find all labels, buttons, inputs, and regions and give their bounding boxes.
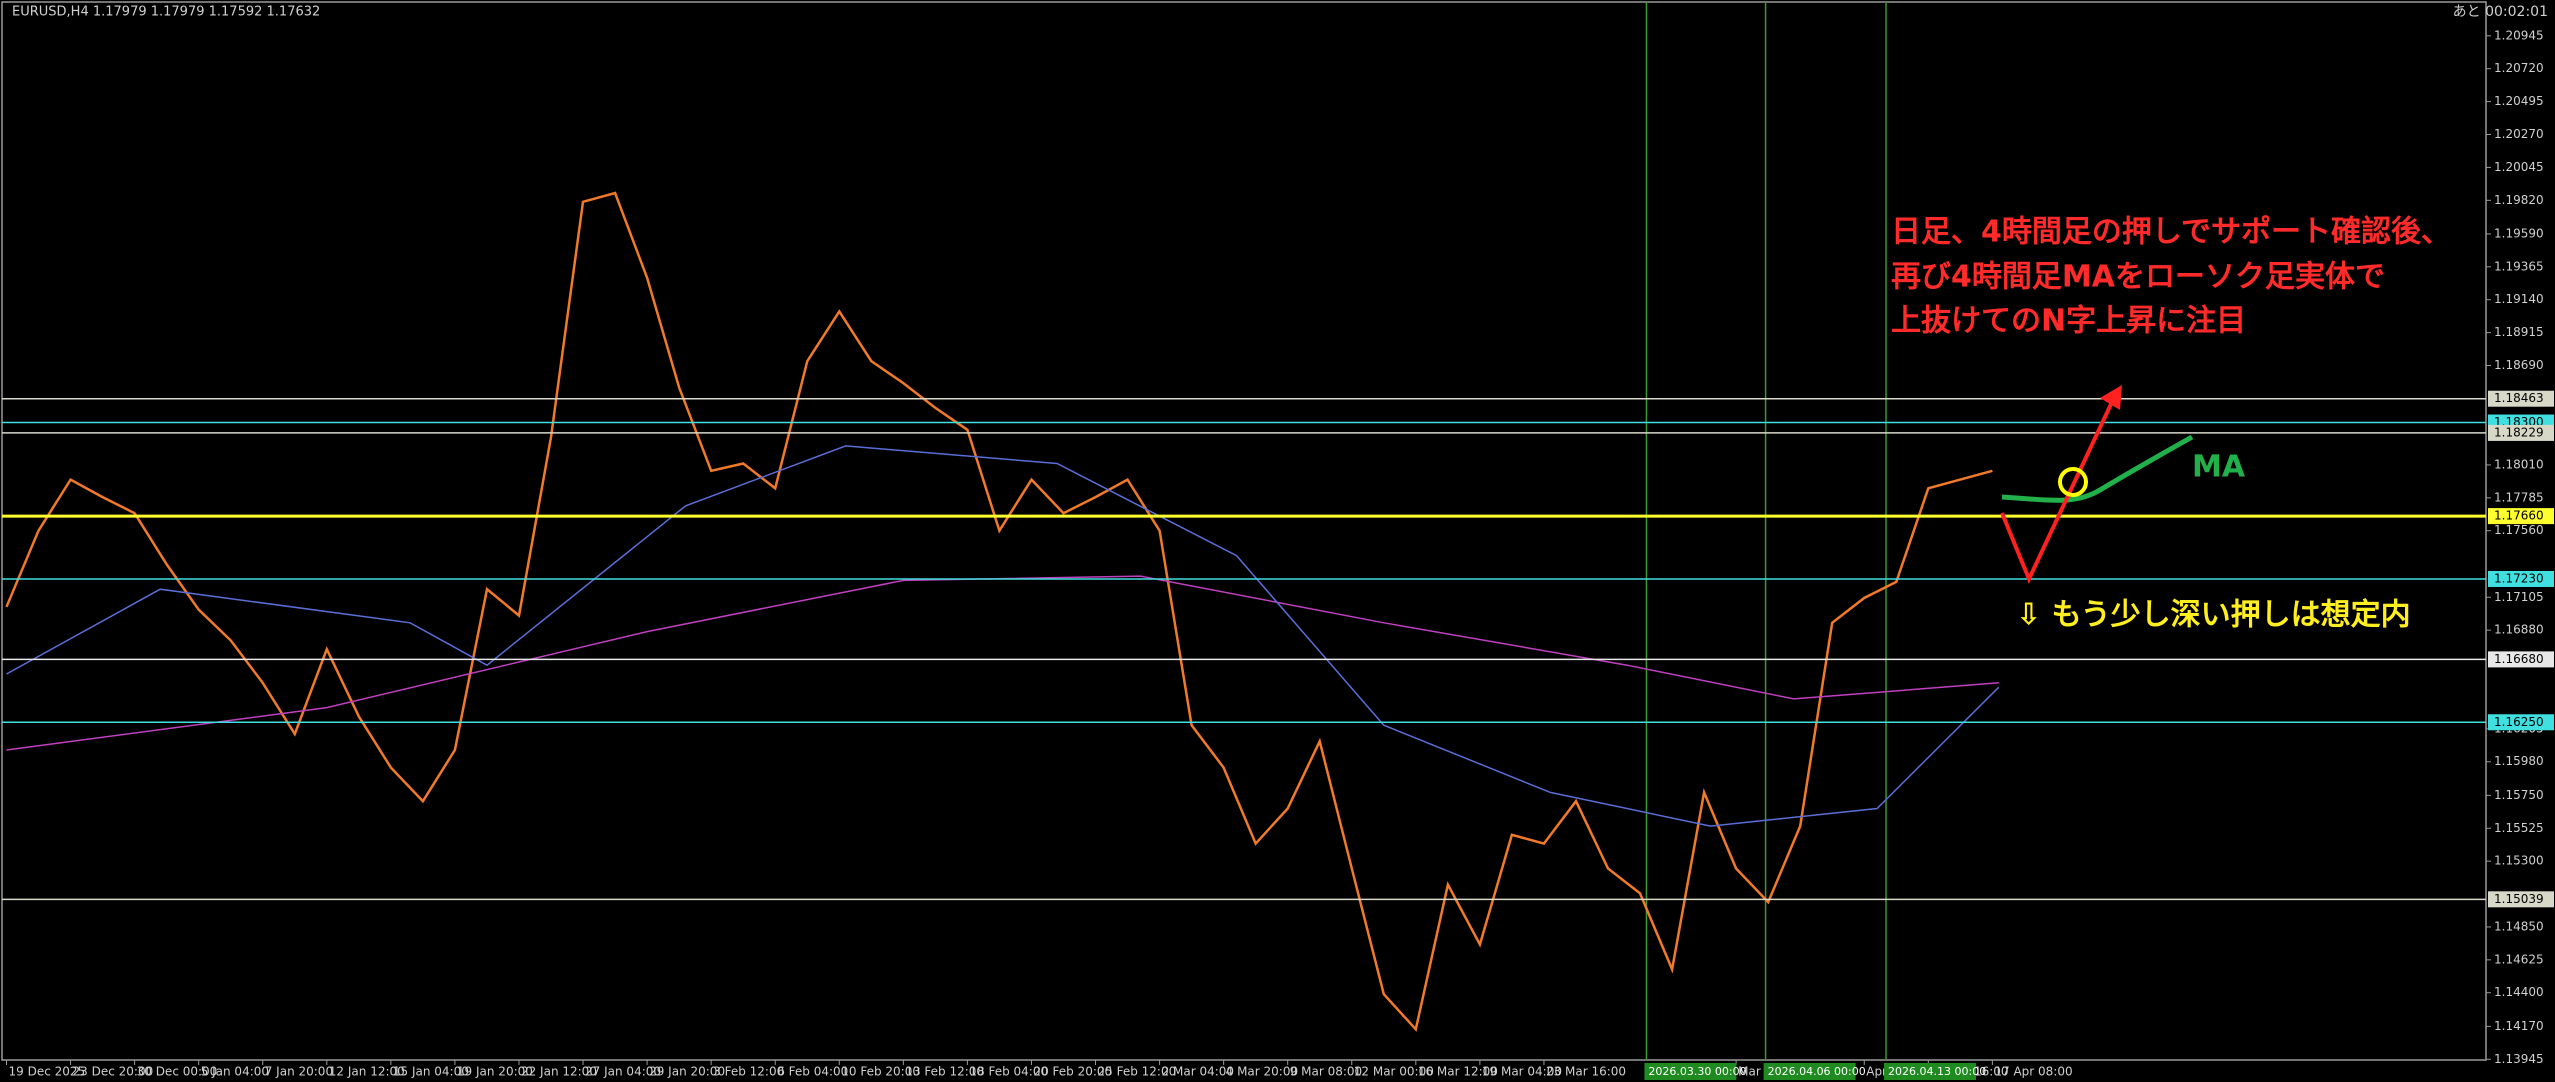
y-tick-label: 1.19365 bbox=[2494, 259, 2544, 273]
scenario-arrowhead bbox=[2100, 385, 2122, 410]
scenario-circle bbox=[2058, 467, 2088, 497]
y-tick-label: 1.15525 bbox=[2494, 821, 2544, 835]
x-tick-label: 23 Dec 20:00 bbox=[73, 1065, 154, 1079]
level-label-box bbox=[2488, 424, 2554, 441]
y-tick-label: 1.13945 bbox=[2494, 1052, 2544, 1066]
annotation: 日足、4時間足の押しでサポート確認後、 bbox=[1891, 215, 2451, 250]
y-tick-label: 1.20495 bbox=[2494, 94, 2544, 108]
level-label-box bbox=[2488, 651, 2554, 668]
x-tick-label: 4 Mar 20:00 bbox=[1226, 1065, 1299, 1079]
y-tick-label: 1.19590 bbox=[2494, 226, 2544, 240]
x-tick-label: 29 Jan 20:00 bbox=[649, 1065, 725, 1079]
x-tick-label: 9 Mar 08:00 bbox=[1290, 1065, 1363, 1079]
x-tick-label: 10 Feb 20:00 bbox=[841, 1065, 920, 1079]
y-tick-label: 1.16880 bbox=[2494, 623, 2544, 637]
level-label-box bbox=[2488, 891, 2554, 908]
level-label-box bbox=[2488, 570, 2554, 587]
x-tick-label: 17 Apr 08:00 bbox=[1994, 1065, 2072, 1079]
x-tick-label: 7 Jan 20:00 bbox=[265, 1065, 333, 1079]
y-tick-label: 1.17105 bbox=[2494, 590, 2544, 604]
x-tick-label: 19 Dec 2025 bbox=[9, 1065, 86, 1079]
y-tick-label: 1.20045 bbox=[2494, 160, 2544, 174]
x-tick-label: 25 Feb 12:00 bbox=[1098, 1065, 1177, 1079]
x-tick-label: 12 Jan 12:00 bbox=[329, 1065, 405, 1079]
x-tick-label: 15 Jan 04:00 bbox=[393, 1065, 469, 1079]
y-tick-label: 1.14400 bbox=[2494, 985, 2544, 999]
level-label: 1.18229 bbox=[2494, 425, 2544, 439]
price-line bbox=[6, 575, 1999, 751]
x-tick-label: 20 Feb 20:00 bbox=[1033, 1065, 1112, 1079]
x-tick-label: 6 Feb 04:00 bbox=[777, 1065, 848, 1079]
y-tick-label: 1.20270 bbox=[2494, 127, 2544, 141]
y-tick-label: 1.15300 bbox=[2494, 854, 2544, 868]
y-tick-label: 1.17560 bbox=[2494, 523, 2544, 537]
scenario-arrow bbox=[2000, 401, 2114, 584]
level-label-box bbox=[2488, 508, 2554, 525]
y-tick-label: 1.18915 bbox=[2494, 325, 2544, 339]
y-tick-label: 1.15750 bbox=[2494, 788, 2544, 802]
level-label: 1.17660 bbox=[2494, 509, 2544, 523]
level-label: 1.16680 bbox=[2494, 652, 2544, 666]
y-tick-label: 1.14625 bbox=[2494, 952, 2544, 966]
x-tick-label: 16 Mar 12:00 bbox=[1418, 1065, 1498, 1079]
annotation: 上抜けてのN字上昇に注目 bbox=[1891, 304, 2246, 339]
symbol-info: EURUSD,H4 1.17979 1.17979 1.17592 1.1763… bbox=[12, 5, 320, 20]
y-tick-label: 1.19140 bbox=[2494, 292, 2544, 306]
level-label: 1.17230 bbox=[2494, 571, 2544, 585]
vertical-line-label-box bbox=[1884, 1063, 1977, 1080]
x-tick-label: 12 Mar 00:00 bbox=[1354, 1065, 1434, 1079]
timer: あと 00:02:01 bbox=[2453, 4, 2548, 20]
annotation: 再び4時間足MAをローソク足実体で bbox=[1891, 260, 2385, 295]
vertical-line-label-box bbox=[1763, 1063, 1856, 1080]
x-tick-label: 18 Feb 04:00 bbox=[969, 1065, 1048, 1079]
y-tick-label: 1.18010 bbox=[2494, 457, 2544, 471]
vertical-line-label: 2026.04.13 00:00 bbox=[1888, 1065, 1986, 1078]
x-tick-label: 22 Jan 12:00 bbox=[521, 1065, 597, 1079]
y-tick-label: 1.14850 bbox=[2494, 919, 2544, 933]
level-label-box bbox=[2488, 390, 2554, 407]
level-label: 1.18463 bbox=[2494, 391, 2544, 405]
y-tick-label: 1.20720 bbox=[2494, 61, 2544, 75]
price-line bbox=[5, 191, 1993, 1032]
x-tick-label: 2 Mar 04:00 bbox=[1162, 1065, 1235, 1079]
scenario-ma-curve bbox=[2001, 434, 2194, 503]
level-label: 1.16250 bbox=[2494, 715, 2544, 729]
x-tick-label: 27 Jan 04:00 bbox=[585, 1065, 661, 1079]
y-tick-label: 1.14170 bbox=[2494, 1019, 2544, 1033]
x-tick-label: 19 Mar 04:00 bbox=[1482, 1065, 1562, 1079]
y-tick-label: 1.18690 bbox=[2494, 358, 2544, 372]
vertical-line-label: 2026.04.06 00:00 bbox=[1768, 1065, 1866, 1078]
y-tick-label: 1.15980 bbox=[2494, 754, 2544, 768]
y-tick-label: 1.17785 bbox=[2494, 490, 2544, 504]
y-tick-label: 1.19820 bbox=[2494, 193, 2544, 207]
level-label-box bbox=[2488, 714, 2554, 731]
annotation: MA bbox=[2192, 450, 2246, 485]
level-label: 1.15039 bbox=[2494, 892, 2544, 906]
x-tick-label: 3 Feb 12:00 bbox=[713, 1065, 784, 1079]
vertical-line-label-box bbox=[1644, 1063, 1737, 1080]
x-tick-label: 5 Jan 04:00 bbox=[201, 1065, 269, 1079]
vertical-line-label: 2026.03.30 00:00 bbox=[1648, 1065, 1746, 1078]
x-tick-label: 13 Feb 12:00 bbox=[905, 1065, 984, 1079]
x-tick-label: 23 Mar 16:00 bbox=[1546, 1065, 1626, 1079]
price-line bbox=[6, 445, 2000, 827]
x-tick-label: 19 Jan 20:00 bbox=[457, 1065, 533, 1079]
y-tick-label: 1.20945 bbox=[2494, 28, 2544, 42]
x-tick-label: 30 Dec 00:00 bbox=[137, 1065, 218, 1079]
annotation: ⇩ もう少し深い押しは想定内 bbox=[2016, 598, 2411, 633]
